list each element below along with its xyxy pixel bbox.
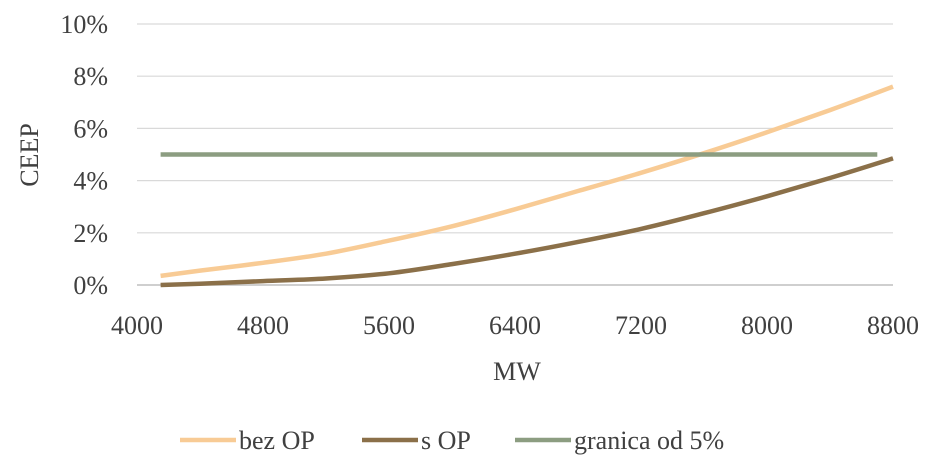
legend: bez OP s OP granica od 5% — [180, 426, 724, 455]
legend-label: granica od 5% — [574, 426, 724, 455]
x-tick-label: 6400 — [489, 311, 541, 340]
x-tick-labels: 4000 4800 5600 6400 7200 8000 8800 — [111, 311, 919, 340]
legend-item-bez-op: bez OP — [180, 426, 315, 455]
legend-item-granica: granica od 5% — [515, 426, 724, 455]
y-tick-label: 10% — [60, 10, 108, 39]
x-tick-label: 7200 — [615, 311, 667, 340]
x-tick-label: 5600 — [363, 311, 415, 340]
legend-label: s OP — [421, 426, 471, 455]
x-tick-label: 4000 — [111, 311, 163, 340]
series-line-s-op — [160, 156, 894, 288]
x-axis-title: MW — [493, 357, 541, 386]
legend-label: bez OP — [239, 426, 315, 455]
x-tick-label: 4800 — [237, 311, 289, 340]
series-line-bez-op — [160, 84, 894, 279]
grid-lines — [137, 23, 893, 286]
x-tick-label: 8000 — [741, 311, 793, 340]
y-tick-label: 6% — [73, 114, 108, 143]
y-tick-label: 8% — [73, 62, 108, 91]
x-tick-label: 8800 — [867, 311, 919, 340]
series-lines — [160, 84, 894, 288]
y-tick-label: 4% — [73, 167, 108, 196]
y-tick-labels: 0% 2% 4% 6% 8% 10% — [60, 10, 108, 300]
legend-item-s-op: s OP — [362, 426, 471, 455]
y-tick-label: 2% — [73, 219, 108, 248]
y-axis-title: CEEP — [15, 123, 44, 187]
y-tick-label: 0% — [73, 271, 108, 300]
